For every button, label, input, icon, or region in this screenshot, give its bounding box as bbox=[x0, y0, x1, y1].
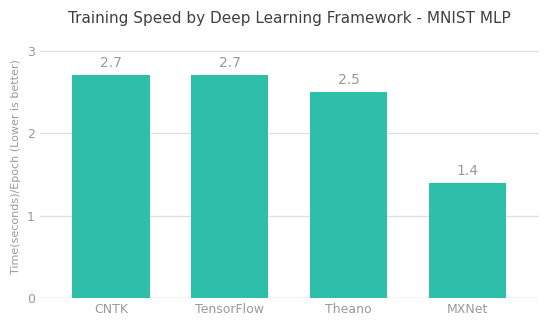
Bar bbox=[191, 76, 268, 298]
Bar bbox=[72, 76, 150, 298]
Text: 1.4: 1.4 bbox=[456, 164, 478, 178]
Text: 2.7: 2.7 bbox=[219, 57, 241, 71]
Y-axis label: Time(seconds)/Epoch (Lower is better): Time(seconds)/Epoch (Lower is better) bbox=[11, 59, 21, 274]
Bar bbox=[310, 92, 387, 298]
Bar bbox=[429, 182, 506, 298]
Text: 2.7: 2.7 bbox=[100, 57, 122, 71]
Text: 2.5: 2.5 bbox=[338, 73, 360, 87]
Title: Training Speed by Deep Learning Framework - MNIST MLP: Training Speed by Deep Learning Framewor… bbox=[68, 11, 510, 26]
